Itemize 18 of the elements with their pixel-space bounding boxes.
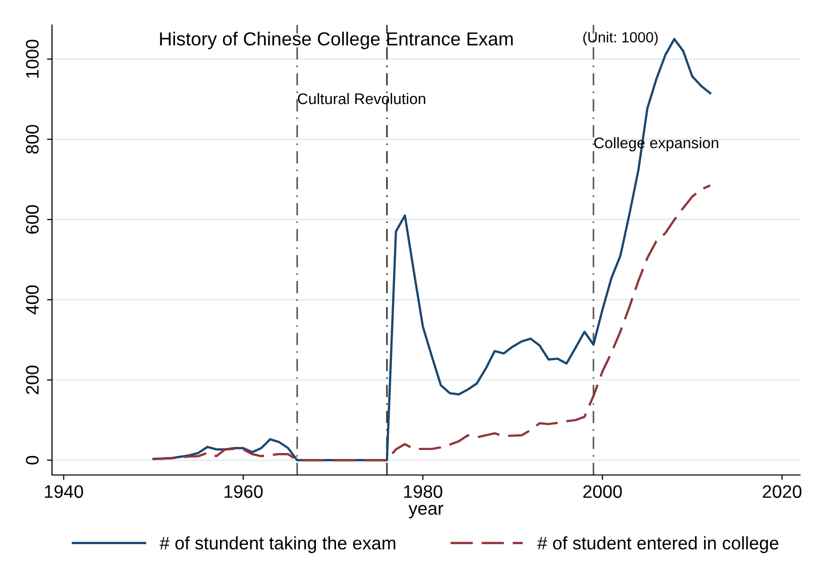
x-tick-label: 1980	[404, 485, 442, 498]
y-tick-label: 600	[26, 205, 39, 234]
chart-title: History of Chinese College Entrance Exam	[160, 32, 513, 50]
y-tick-label: 0	[26, 456, 39, 464]
x-tick-label: 2000	[583, 485, 622, 498]
y-tick-label: 200	[26, 366, 39, 394]
y-tick-label: 400	[26, 285, 39, 314]
x-tick-label: 1940	[44, 485, 84, 498]
y-tick-label: 800	[26, 124, 39, 154]
legend-label: # of stundent taking the exam	[160, 536, 396, 554]
y-tick-label: 1000	[26, 40, 39, 78]
line-series	[152, 184, 712, 462]
x-tick-label: 1960	[224, 485, 263, 498]
chart-subtitle: (Unit: 1000)	[583, 32, 658, 46]
x-tick-label: 2020	[762, 485, 802, 498]
annotation: Cultural Revolution	[298, 92, 426, 104]
legend-label: # of student entered in college	[537, 536, 778, 554]
x-axis-title: year	[408, 504, 444, 518]
